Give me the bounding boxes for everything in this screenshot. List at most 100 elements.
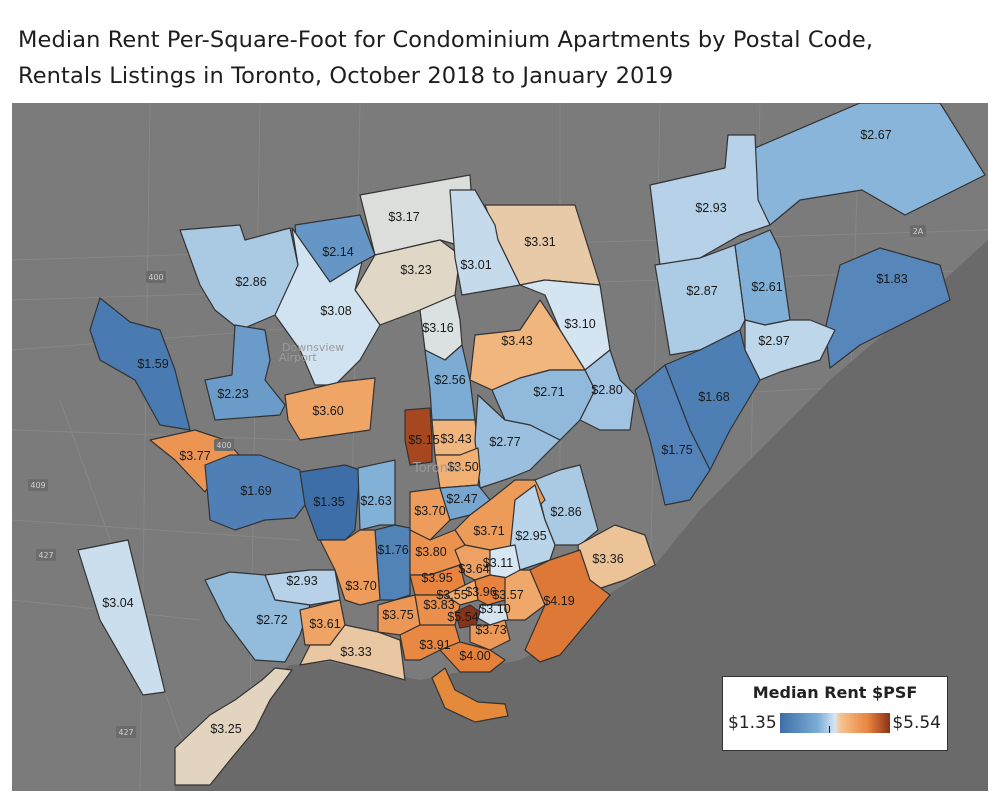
region-shape[interactable] <box>404 407 433 466</box>
region-value-label: $3.11 <box>483 556 513 570</box>
region-value-label: $3.36 <box>592 552 623 566</box>
region-value-label: $3.43 <box>501 334 532 348</box>
region-value-label: $3.75 <box>382 608 413 622</box>
region-shape[interactable] <box>284 377 376 441</box>
region-value-label: $3.25 <box>210 722 241 736</box>
region-value-label: $2.95 <box>515 529 546 543</box>
region-value-label: $1.35 <box>313 495 344 509</box>
region-value-label: $2.47 <box>446 492 477 506</box>
region-value-label: $2.61 <box>751 280 782 294</box>
region-value-label: $2.87 <box>686 284 717 298</box>
region-value-label: $2.14 <box>322 245 353 259</box>
region-value-label: $3.04 <box>102 596 133 610</box>
highway-shields: 400 400 427 427 409 2A <box>28 225 926 738</box>
region-value-label: $2.72 <box>256 613 287 627</box>
region-shape[interactable] <box>89 297 191 431</box>
region-value-label: $2.56 <box>434 373 465 387</box>
color-legend: Median Rent $PSF $1.35 $5.54 <box>722 676 948 751</box>
region-value-label: $1.75 <box>661 443 692 457</box>
region-value-label: $3.33 <box>340 645 371 659</box>
title-line-2: Rentals Listings in Toronto, October 201… <box>18 63 674 89</box>
region-value-label: $2.71 <box>533 385 564 399</box>
region-value-label: $2.97 <box>758 334 789 348</box>
region-value-label: $3.10 <box>479 602 510 616</box>
region-value-label: $5.54 <box>447 610 478 624</box>
choropleth-map[interactable]: $2.67 $2.93 $3.17 $3.31 $2.14 $3.23 $3.01 $2.86… <box>12 103 988 791</box>
region-value-label: $3.17 <box>388 210 419 224</box>
region-shape[interactable] <box>579 349 636 431</box>
region-shape[interactable] <box>299 624 406 681</box>
highway-400-label: 400 <box>148 273 163 282</box>
region-value-label: $3.91 <box>419 638 450 652</box>
region-shape[interactable] <box>319 529 381 606</box>
region-shape[interactable] <box>274 227 381 386</box>
legend-min-value: $1.35 <box>728 713 777 733</box>
region-value-label: $1.68 <box>698 390 729 404</box>
highway-427b-label: 427 <box>118 728 133 737</box>
region-shape[interactable] <box>374 524 411 601</box>
region-value-label: $3.80 <box>415 545 446 559</box>
region-value-label: $3.83 <box>423 598 454 612</box>
highway-409-label: 409 <box>30 481 45 490</box>
region-value-label: $3.60 <box>312 404 343 418</box>
region-value-label: $2.93 <box>286 574 317 588</box>
postal-code-regions <box>77 103 986 786</box>
region-value-label: $3.95 <box>421 571 452 585</box>
region-value-label: $4.19 <box>543 594 574 608</box>
region-value-label: $2.63 <box>360 494 391 508</box>
region-shape[interactable] <box>524 549 611 663</box>
region-shape[interactable] <box>204 454 306 531</box>
region-shape[interactable] <box>204 324 286 421</box>
region-value-label: $3.08 <box>320 304 351 318</box>
region-value-label: $3.96 <box>465 585 496 599</box>
region-shape[interactable] <box>654 244 746 356</box>
region-value-label: $5.15 <box>408 433 439 447</box>
region-shape[interactable] <box>454 604 481 629</box>
region-shape[interactable] <box>439 641 506 673</box>
region-shape[interactable] <box>299 464 361 541</box>
highway-2a-shield <box>910 225 926 237</box>
region-value-label: $1.83 <box>876 272 907 286</box>
airport-label: Airport <box>279 351 317 364</box>
region-value-label: $3.55 <box>436 588 467 602</box>
toronto-label: Toronto <box>412 461 461 476</box>
region-value-label: $3.50 <box>447 460 478 474</box>
region-value-label: $1.59 <box>137 357 168 371</box>
highway-400-shield <box>146 271 166 283</box>
region-value-label: $2.93 <box>695 201 726 215</box>
region-value-label: $1.69 <box>240 484 271 498</box>
region-shape[interactable] <box>77 539 166 696</box>
legend-color-ramp <box>780 713 890 733</box>
highway-400b-shield <box>214 439 234 451</box>
region-shape[interactable] <box>469 619 511 651</box>
region-shape[interactable] <box>634 364 711 506</box>
region-value-label: $2.67 <box>860 128 891 142</box>
region-value-label: $3.77 <box>179 449 210 463</box>
highway-2a-label: 2A <box>913 227 924 236</box>
region-value-label: $2.86 <box>235 275 266 289</box>
region-value-label: $1.76 <box>377 543 408 557</box>
region-value-label: $2.80 <box>591 383 622 397</box>
legend-title: Median Rent $PSF <box>752 683 918 702</box>
region-shape[interactable] <box>449 189 521 296</box>
region-shape[interactable] <box>357 459 396 531</box>
region-value-label: $3.70 <box>345 579 376 593</box>
region-value-label: $3.61 <box>309 617 340 631</box>
toronto-islands <box>431 667 509 723</box>
highway-427-shield <box>36 549 56 561</box>
region-labels: $2.67 $2.93 $3.17 $3.31 $2.14 $3.23 $3.01 $2.86… <box>102 128 907 736</box>
region-value-label: $3.70 <box>414 504 445 518</box>
region-value-label: $2.77 <box>489 435 520 449</box>
map-title: Median Rent Per-Square-Foot for Condomin… <box>18 22 988 94</box>
highway-400b-label: 400 <box>216 441 231 450</box>
region-value-label: $3.16 <box>422 321 453 335</box>
region-value-label: $2.23 <box>217 387 248 401</box>
region-shape[interactable] <box>174 667 293 786</box>
region-value-label: $3.71 <box>473 524 504 538</box>
legend-midpoint-tick <box>829 726 830 733</box>
region-value-label: $3.43 <box>440 432 471 446</box>
region-shape[interactable] <box>409 487 451 541</box>
region-value-label: $3.01 <box>460 258 491 272</box>
region-value-label: $3.64 <box>458 562 489 576</box>
highway-409-shield <box>28 479 48 491</box>
